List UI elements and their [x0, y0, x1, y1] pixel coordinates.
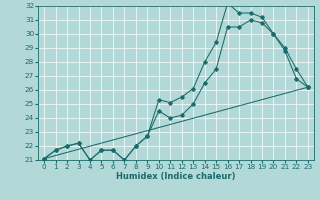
X-axis label: Humidex (Indice chaleur): Humidex (Indice chaleur) [116, 172, 236, 181]
